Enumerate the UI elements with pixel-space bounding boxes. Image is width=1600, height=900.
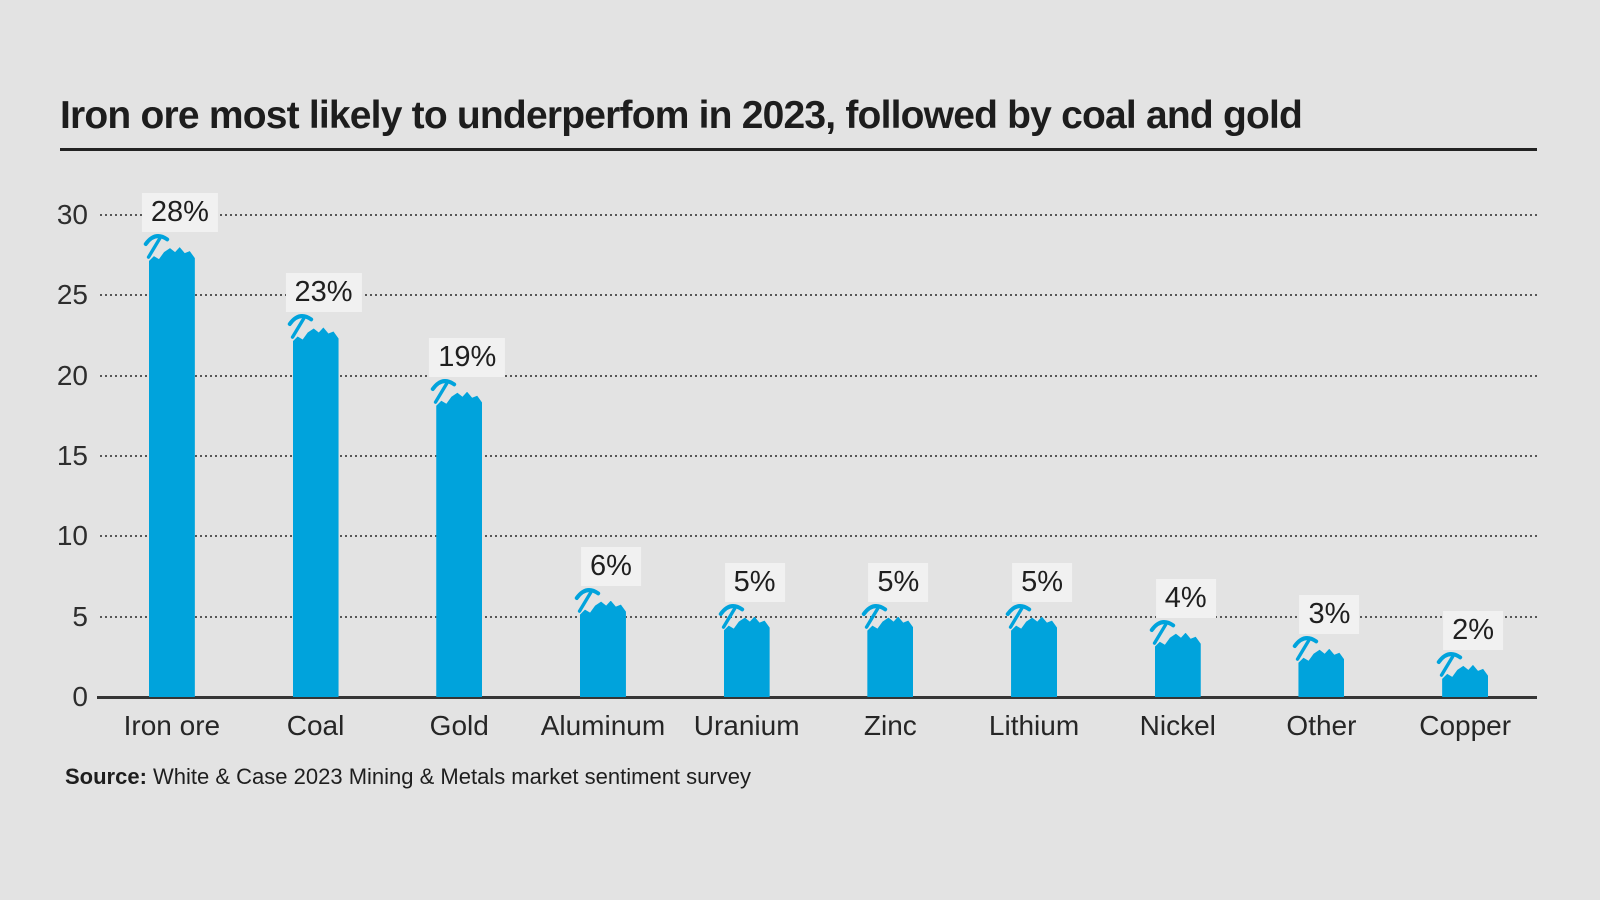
pickaxe-icon — [717, 601, 745, 629]
x-axis-label-aluminum: Aluminum — [540, 710, 666, 741]
gridline — [100, 214, 1537, 216]
pickaxe-icon — [1435, 649, 1463, 677]
bar-coal — [292, 327, 339, 697]
title-divider — [60, 148, 1537, 151]
pickaxe-icon — [573, 585, 601, 613]
x-axis-line — [97, 696, 1537, 699]
gridline — [100, 535, 1537, 538]
x-axis-label-gold: Gold — [429, 710, 489, 741]
value-label-copper: 2% — [1443, 610, 1504, 650]
value-label-aluminum: 6% — [580, 546, 641, 586]
y-axis-tick-label: 0 — [72, 681, 88, 712]
pickaxe-icon — [142, 231, 170, 259]
source-label: Source: — [65, 764, 147, 789]
bar-iron-ore — [148, 247, 195, 697]
pickaxe-icon — [1004, 601, 1032, 629]
value-label-iron-ore: 28% — [141, 193, 218, 233]
y-axis-tick-label: 20 — [56, 359, 88, 391]
bar-uranium — [723, 616, 770, 697]
value-label-uranium: 5% — [724, 562, 785, 602]
x-axis-label-iron-ore: Iron ore — [123, 710, 221, 741]
pickaxe-icon — [860, 601, 888, 629]
value-label-zinc: 5% — [868, 562, 929, 602]
gridline — [100, 374, 1537, 377]
x-axis-label-lithium: Lithium — [988, 710, 1080, 741]
chart-title: Iron ore most likely to underperfom in 2… — [60, 94, 1303, 137]
bar-aluminum — [579, 600, 626, 697]
y-axis-tick-label: 15 — [56, 440, 88, 471]
x-axis-label-copper: Copper — [1419, 710, 1512, 741]
gridline — [100, 294, 1537, 297]
value-label-coal: 23% — [285, 273, 362, 313]
x-axis-label-nickel: Nickel — [1139, 710, 1216, 741]
pickaxe-icon — [286, 311, 314, 340]
gridline — [100, 615, 1537, 618]
value-label-gold: 19% — [429, 337, 506, 377]
x-axis-label-other: Other — [1286, 710, 1357, 741]
source-note: Source: White & Case 2023 Mining & Metal… — [65, 764, 751, 790]
source-text: White & Case 2023 Mining & Metals market… — [146, 764, 751, 789]
pickaxe-icon — [429, 376, 457, 404]
x-axis-label-uranium: Uranium — [693, 710, 800, 741]
pickaxe-icon — [1291, 633, 1319, 661]
pickaxe-icon — [1148, 617, 1176, 645]
bar-gold — [436, 391, 483, 697]
bar-lithium — [1011, 616, 1058, 697]
bar-nickel — [1154, 632, 1201, 697]
value-label-other: 3% — [1299, 594, 1360, 634]
gridline — [100, 455, 1537, 457]
x-axis-label-zinc: Zinc — [863, 710, 917, 741]
y-axis-tick-label: 25 — [56, 279, 88, 311]
bar-zinc — [867, 616, 914, 697]
x-axis-label-coal: Coal — [286, 710, 345, 741]
value-label-nickel: 4% — [1155, 578, 1216, 618]
y-axis-tick-label: 30 — [56, 199, 88, 230]
value-label-lithium: 5% — [1012, 562, 1073, 602]
y-axis-tick-label: 5 — [72, 600, 88, 632]
y-axis-tick-label: 10 — [56, 520, 88, 552]
